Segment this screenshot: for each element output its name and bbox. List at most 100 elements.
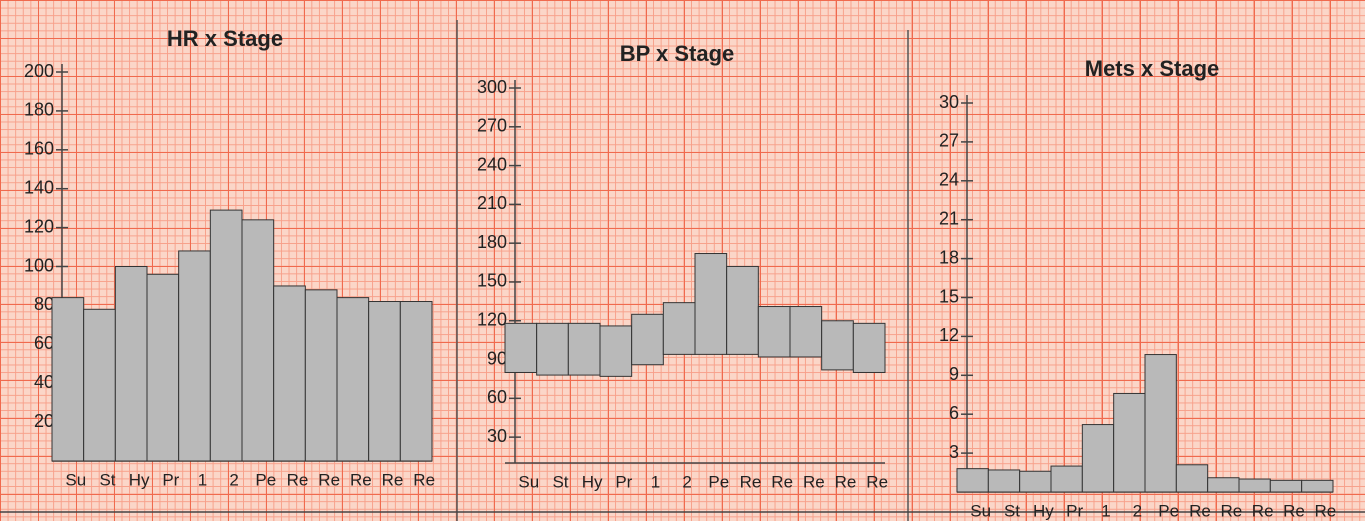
bar [1301,479,1334,493]
y-tick-label: 40 [34,372,54,392]
x-tick-label: Pe [708,472,729,491]
y-tick-label: 120 [24,216,54,236]
bar [241,219,275,462]
x-tick-label: Hy [1033,501,1054,520]
x-tick-label: Re [350,470,372,489]
y-tick-label: 140 [24,177,54,197]
chart-title: Mets x Stage [1085,56,1220,81]
x-tick-label: St [99,470,115,489]
bar [1019,470,1052,493]
range-bar [536,322,569,376]
x-tick-label: Su [65,470,86,489]
bar [1238,478,1271,493]
y-tick-label: 300 [477,77,507,97]
x-tick-label: 1 [1101,501,1110,520]
bar [1050,465,1083,493]
y-tick-label: 6 [949,403,959,423]
y-tick-label: 18 [939,247,959,267]
y-tick-label: 180 [477,232,507,252]
y-tick-label: 240 [477,154,507,174]
y-tick-label: 3 [949,442,959,462]
y-tick-label: 200 [24,61,54,81]
x-tick-label: Re [866,472,888,491]
x-tick-label: Re [287,470,309,489]
x-tick-label: St [552,472,568,491]
y-tick-label: 80 [34,294,54,314]
x-tick-label: Re [318,470,340,489]
bar [83,308,116,462]
range-bar [599,325,633,377]
y-tick-label: 270 [477,116,507,136]
bar [209,209,243,462]
y-tick-label: 15 [939,286,959,306]
x-tick-label: Pr [1066,501,1083,520]
range-bar [662,302,696,355]
range-bar [504,322,538,373]
bar [987,469,1021,493]
bar [1081,424,1115,493]
x-tick-label: Re [1252,501,1274,520]
y-tick-label: 150 [477,271,507,291]
x-tick-label: Pe [1158,501,1179,520]
x-tick-label: 1 [198,470,207,489]
range-bar [567,322,601,376]
range-bar [631,313,664,366]
y-tick-label: 30 [487,426,507,446]
y-tick-label: 12 [939,325,959,345]
y-tick-label: 9 [949,364,959,384]
y-tick-label: 20 [34,411,54,431]
y-tick-label: 30 [939,92,959,112]
x-tick-label: 1 [651,472,660,491]
x-tick-label: Su [518,472,539,491]
y-tick-label: 21 [939,208,959,228]
x-tick-label: St [1004,501,1020,520]
bar [399,301,433,462]
bar [114,266,148,462]
range-bar [852,322,886,373]
x-tick-label: Hy [129,470,150,489]
x-tick-label: Pr [615,472,632,491]
bar [1269,479,1303,493]
x-tick-label: 2 [229,470,238,489]
y-tick-label: 90 [487,348,507,368]
x-tick-label: Re [803,472,825,491]
x-tick-label: Re [382,470,404,489]
bar [1207,477,1240,493]
x-tick-label: 2 [1133,501,1142,520]
bar [336,297,370,462]
x-tick-label: Pr [162,470,179,489]
bar [146,273,180,462]
y-tick-label: 60 [34,333,54,353]
chart-title: BP x Stage [620,41,735,66]
bar [1175,464,1209,493]
x-tick-label: Su [970,501,991,520]
y-tick-label: 160 [24,139,54,159]
y-tick-label: 100 [24,255,54,275]
x-tick-label: Pe [255,470,276,489]
y-tick-label: 27 [939,131,959,151]
range-bar [694,253,728,355]
bar [304,289,338,462]
range-bar [821,320,854,371]
bar [273,285,306,462]
y-tick-label: 180 [24,100,54,120]
range-bar [789,306,823,358]
y-tick-label: 120 [477,310,507,330]
x-tick-label: Re [771,472,793,491]
x-tick-label: Re [740,472,762,491]
x-tick-label: Re [835,472,857,491]
x-tick-label: Re [1314,501,1336,520]
range-bar [757,306,791,358]
bar [178,250,211,462]
chart-title: HR x Stage [167,26,283,51]
y-tick-label: 60 [487,387,507,407]
bar [51,297,85,462]
y-tick-label: 210 [477,193,507,213]
bar [1113,392,1146,493]
bar [368,301,401,462]
x-tick-label: Re [1283,501,1305,520]
bar [1144,354,1177,493]
y-tick-label: 24 [939,170,959,190]
